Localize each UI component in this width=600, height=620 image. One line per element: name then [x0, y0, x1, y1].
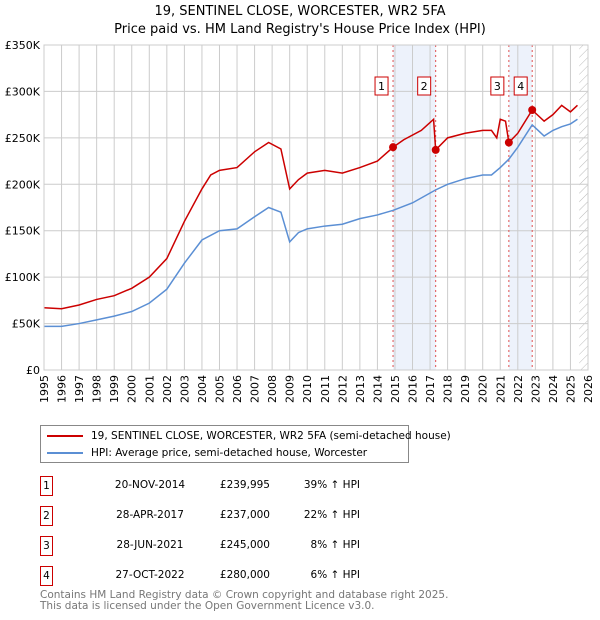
sale-date: 20-NOV-2014 — [114, 479, 186, 491]
x-tick-label: 2026 — [582, 375, 595, 403]
sale-price: £237,000 — [219, 509, 270, 521]
sale-row: 4 27-OCT-2022 £280,000 6% ↑ HPI — [40, 566, 400, 586]
y-tick-label: £0 — [26, 364, 40, 377]
sale-hpi-diff: 8% ↑ HPI — [310, 539, 360, 551]
x-tick-label: 2011 — [319, 375, 332, 403]
y-tick-label: £250K — [5, 132, 41, 145]
footer: Contains HM Land Registry data © Crown c… — [40, 590, 448, 612]
property-line — [43, 104, 578, 310]
sale-label-box — [417, 76, 432, 96]
sale-date: 28-JUN-2021 — [116, 539, 184, 551]
sale-label: 4 — [517, 80, 524, 93]
sale-price: £280,000 — [219, 569, 270, 581]
sale-label: 1 — [378, 80, 385, 93]
sale-label: 2 — [421, 80, 428, 93]
chart-subtitle: Price paid vs. HM Land Registry's House … — [114, 22, 486, 37]
legend-label-property: 19, SENTINEL CLOSE, WORCESTER, WR2 5FA (… — [91, 430, 451, 442]
sale-label: 3 — [494, 80, 501, 93]
sale-point — [389, 143, 398, 152]
x-tick-label: 2016 — [407, 375, 420, 403]
x-tick-label: 2001 — [143, 375, 156, 403]
x-tick-label: 2018 — [442, 375, 455, 403]
y-tick-label: £350K — [5, 39, 41, 52]
x-tick-label: 1998 — [91, 375, 104, 403]
x-tick-label: 2006 — [231, 375, 244, 403]
plot-area: 1995 1996 1997 1998 1999 2000 2001 2002 2003 2004… — [5, 39, 595, 403]
x-tick-label: 2008 — [266, 375, 279, 403]
sale-hpi-diff: 22% ↑ HPI — [303, 509, 360, 521]
x-tick-label: 2013 — [354, 375, 367, 403]
x-tick-label: 1995 — [38, 375, 51, 403]
x-tick-label: 2003 — [178, 375, 191, 403]
sale-price: £245,000 — [219, 539, 270, 551]
sale-row: 1 20-NOV-2014 £239,995 39% ↑ HPI — [40, 476, 400, 496]
x-tick-label: 1996 — [56, 375, 69, 403]
sale-number: 1 — [40, 476, 53, 496]
legend-swatch-hpi — [47, 452, 83, 454]
sale-price: £239,995 — [219, 479, 270, 491]
forecast-hatch — [579, 45, 588, 370]
x-tick-label: 1999 — [108, 375, 121, 403]
sale-number: 3 — [40, 536, 53, 556]
x-tick-label: 2021 — [494, 375, 507, 403]
sale-row: 3 28-JUN-2021 £245,000 8% ↑ HPI — [40, 536, 400, 556]
sale-point — [431, 145, 440, 154]
sale-point — [504, 138, 513, 147]
footer-line-1: Contains HM Land Registry data © Crown c… — [40, 589, 449, 601]
x-tick-label: 2025 — [564, 375, 577, 403]
x-tick-label: 2015 — [389, 375, 402, 403]
sale-date: 27-OCT-2022 — [115, 569, 185, 581]
x-tick-label: 2007 — [249, 375, 262, 403]
x-tick-label: 2010 — [301, 375, 314, 403]
legend-label-hpi: HPI: Average price, semi-detached house,… — [91, 447, 368, 459]
sale-point — [528, 106, 537, 114]
y-tick-label: £150K — [5, 225, 41, 238]
x-tick-label: 2024 — [547, 375, 560, 403]
y-tick-label: £200K — [5, 178, 41, 191]
x-tick-label: 2014 — [371, 375, 384, 403]
legend: 19, SENTINEL CLOSE, WORCESTER, WR2 5FA (… — [40, 425, 451, 463]
hpi-line — [44, 118, 578, 328]
y-tick-label: £300K — [5, 85, 41, 98]
sale-hpi-diff: 39% ↑ HPI — [303, 479, 360, 491]
footer-line-2: This data is licensed under the Open Gov… — [40, 600, 375, 612]
x-tick-label: 2000 — [126, 375, 139, 403]
sale-label-box — [374, 76, 389, 96]
x-tick-label: 2004 — [196, 375, 209, 403]
x-tick-label: 2023 — [529, 375, 542, 403]
x-tick-label: 2022 — [512, 375, 525, 403]
shaded-range — [508, 45, 533, 370]
x-tick-label: 1997 — [73, 375, 86, 403]
x-tick-label: 2017 — [424, 375, 437, 403]
x-tick-label: 2012 — [336, 375, 349, 403]
plot-border — [43, 44, 589, 371]
x-tick-label: 2002 — [161, 375, 174, 403]
sale-date: 28-APR-2017 — [116, 509, 184, 521]
sale-hpi-diff: 6% ↑ HPI — [310, 569, 360, 581]
chart-title: 19, SENTINEL CLOSE, WORCESTER, WR2 5FA — [154, 4, 446, 19]
sale-number: 4 — [40, 566, 53, 586]
x-tick-label: 2020 — [477, 375, 490, 403]
legend-swatch-property — [47, 435, 83, 437]
y-tick-label: £100K — [5, 271, 41, 284]
sale-label-box — [490, 76, 505, 96]
x-tick-label: 2005 — [213, 375, 226, 403]
x-tick-label: 2019 — [459, 375, 472, 403]
y-tick-label: £50K — [12, 318, 41, 331]
sale-number: 2 — [40, 506, 53, 526]
x-tick-label: 2009 — [284, 375, 297, 403]
sale-label-box — [513, 76, 528, 96]
sale-row: 2 28-APR-2017 £237,000 22% ↑ HPI — [40, 506, 400, 526]
